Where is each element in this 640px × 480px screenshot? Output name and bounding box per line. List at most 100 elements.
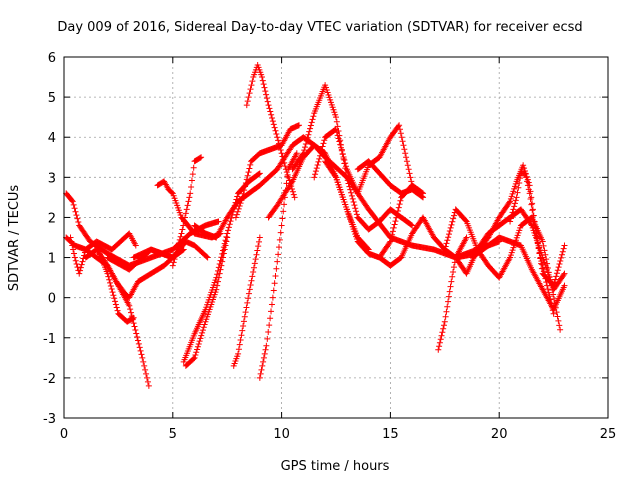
data-point bbox=[319, 143, 326, 150]
data-point bbox=[260, 81, 267, 88]
data-point bbox=[137, 347, 144, 354]
data-point bbox=[273, 131, 280, 138]
data-point bbox=[549, 307, 556, 314]
series-track-04 bbox=[82, 246, 176, 301]
data-point bbox=[521, 165, 528, 172]
data-point bbox=[348, 189, 355, 196]
data-point bbox=[528, 201, 535, 208]
data-point bbox=[409, 222, 416, 229]
data-point bbox=[181, 214, 188, 221]
data-point bbox=[77, 267, 84, 274]
data-point bbox=[507, 195, 514, 202]
data-point bbox=[187, 190, 194, 197]
data-point bbox=[312, 171, 319, 178]
series-track-18 bbox=[289, 82, 416, 233]
data-point bbox=[194, 346, 201, 353]
data-point bbox=[132, 327, 139, 334]
data-point bbox=[275, 251, 282, 258]
data-point bbox=[244, 299, 251, 306]
data-point bbox=[446, 228, 453, 235]
data-point bbox=[256, 234, 263, 241]
data-point bbox=[238, 332, 245, 339]
data-point bbox=[197, 335, 204, 342]
data-point bbox=[269, 118, 276, 125]
data-point bbox=[333, 114, 339, 121]
data-point bbox=[255, 243, 262, 250]
data-point bbox=[243, 304, 250, 311]
data-point bbox=[346, 183, 353, 190]
data-point bbox=[388, 235, 395, 242]
data-point bbox=[270, 287, 277, 294]
data-point bbox=[238, 197, 245, 204]
data-point bbox=[553, 309, 560, 316]
data-point bbox=[439, 329, 446, 336]
data-point bbox=[264, 98, 271, 105]
data-point bbox=[224, 230, 231, 237]
plot-frame bbox=[63, 56, 609, 419]
data-point bbox=[245, 94, 252, 101]
data-point bbox=[197, 154, 204, 161]
data-point bbox=[529, 206, 536, 213]
data-point bbox=[134, 333, 141, 340]
data-point bbox=[256, 374, 263, 381]
data-point bbox=[440, 322, 447, 329]
data-point bbox=[181, 218, 188, 225]
data-point bbox=[560, 271, 567, 278]
data-point bbox=[262, 346, 269, 353]
data-point bbox=[275, 137, 282, 144]
data-point bbox=[259, 74, 266, 81]
data-point bbox=[541, 272, 548, 279]
data-point bbox=[396, 126, 403, 133]
data-point bbox=[531, 223, 538, 230]
data-point bbox=[193, 349, 200, 356]
data-point bbox=[199, 329, 206, 336]
data-point bbox=[436, 339, 443, 346]
grid-lines bbox=[64, 57, 608, 418]
series-track-03 bbox=[67, 230, 139, 277]
data-point bbox=[536, 249, 543, 256]
data-point bbox=[333, 118, 340, 125]
data-point bbox=[419, 193, 426, 200]
data-point bbox=[552, 304, 559, 311]
data-point bbox=[445, 234, 452, 241]
data-point bbox=[244, 98, 251, 105]
data-point bbox=[320, 140, 327, 147]
data-point bbox=[547, 296, 554, 303]
data-point bbox=[177, 233, 184, 240]
data-point bbox=[265, 102, 272, 109]
data-point bbox=[111, 295, 118, 302]
y-tick-labels: -3 -2 -1 0 1 2 3 4 5 6 bbox=[43, 51, 56, 427]
data-point bbox=[540, 268, 547, 275]
data-point bbox=[198, 154, 205, 161]
data-point bbox=[243, 102, 250, 109]
data-point bbox=[274, 258, 281, 265]
data-point bbox=[112, 301, 119, 308]
data-point bbox=[335, 135, 342, 142]
data-point bbox=[215, 264, 222, 271]
data-point bbox=[267, 108, 274, 115]
data-point bbox=[126, 302, 133, 309]
data-point bbox=[539, 238, 546, 245]
data-point bbox=[234, 193, 241, 200]
data-point bbox=[68, 238, 75, 245]
data-point bbox=[447, 224, 454, 231]
data-point bbox=[338, 144, 345, 151]
series-track-11 bbox=[180, 170, 263, 365]
data-point bbox=[191, 354, 198, 361]
data-point bbox=[339, 150, 346, 157]
data-point bbox=[130, 314, 137, 321]
data-point bbox=[245, 295, 252, 302]
data-point bbox=[250, 264, 257, 271]
data-point bbox=[338, 147, 345, 154]
data-point bbox=[507, 218, 514, 225]
data-point bbox=[196, 338, 203, 345]
data-point bbox=[175, 240, 182, 247]
data-point bbox=[558, 251, 565, 258]
data-point bbox=[389, 231, 396, 238]
data-point bbox=[264, 335, 271, 342]
data-point bbox=[544, 260, 551, 267]
data-point bbox=[548, 303, 555, 310]
data-point bbox=[281, 201, 288, 208]
data-point bbox=[525, 186, 532, 193]
